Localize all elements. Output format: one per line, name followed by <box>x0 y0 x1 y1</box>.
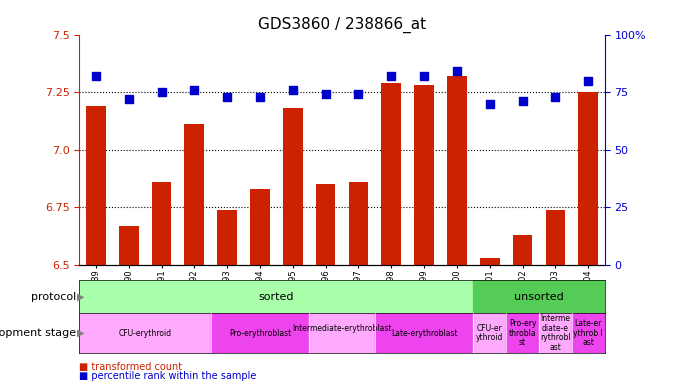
Bar <box>79 280 473 313</box>
Point <box>254 94 265 100</box>
Bar <box>151 182 171 265</box>
Bar <box>184 124 204 265</box>
Bar <box>578 92 598 265</box>
Bar <box>473 313 506 353</box>
Text: ■ transformed count: ■ transformed count <box>79 362 182 372</box>
Bar <box>309 313 375 353</box>
Point <box>189 87 200 93</box>
Point <box>156 89 167 95</box>
Point <box>91 73 102 79</box>
Text: Pro-ery
throbla
st: Pro-ery throbla st <box>509 319 536 347</box>
Point <box>320 91 331 98</box>
Text: ▶: ▶ <box>77 328 85 338</box>
Text: Late-er
ythrob l
ast: Late-er ythrob l ast <box>574 319 603 347</box>
Text: Interme
diate-e
rythrobl
ast: Interme diate-e rythrobl ast <box>540 314 571 352</box>
Text: Intermediate-erythroblast: Intermediate-erythroblast <box>292 324 392 343</box>
Point <box>517 98 528 104</box>
Point <box>123 96 134 102</box>
Point <box>484 101 495 107</box>
Text: CFU-er
ythroid: CFU-er ythroid <box>476 324 504 343</box>
Title: GDS3860 / 238866_at: GDS3860 / 238866_at <box>258 17 426 33</box>
Text: protocol: protocol <box>31 291 76 302</box>
Point <box>451 68 462 74</box>
Bar <box>539 313 571 353</box>
Point <box>550 94 561 100</box>
Bar <box>119 226 138 265</box>
Point <box>353 91 364 98</box>
Bar <box>473 280 605 313</box>
Text: ▶: ▶ <box>77 291 85 302</box>
Bar <box>217 210 237 265</box>
Text: CFU-erythroid: CFU-erythroid <box>119 329 171 338</box>
Bar <box>513 235 532 265</box>
Point <box>222 94 233 100</box>
Text: sorted: sorted <box>258 291 294 302</box>
Bar <box>571 313 605 353</box>
Bar <box>447 76 466 265</box>
Bar <box>283 108 303 265</box>
Point <box>386 73 397 79</box>
Bar <box>381 83 401 265</box>
Bar <box>506 313 539 353</box>
Bar <box>79 313 211 353</box>
Bar <box>86 106 106 265</box>
Bar <box>348 182 368 265</box>
Text: Pro-erythroblast: Pro-erythroblast <box>229 329 291 338</box>
Bar <box>414 85 434 265</box>
Bar <box>545 210 565 265</box>
Text: unsorted: unsorted <box>514 291 564 302</box>
Bar <box>211 313 309 353</box>
Point <box>419 73 430 79</box>
Point <box>583 78 594 84</box>
Bar <box>316 184 335 265</box>
Bar <box>250 189 269 265</box>
Bar <box>375 313 473 353</box>
Text: ■ percentile rank within the sample: ■ percentile rank within the sample <box>79 371 257 381</box>
Point <box>287 87 299 93</box>
Bar <box>480 258 500 265</box>
Text: development stage: development stage <box>0 328 76 338</box>
Text: Late-erythroblast: Late-erythroblast <box>391 329 457 338</box>
